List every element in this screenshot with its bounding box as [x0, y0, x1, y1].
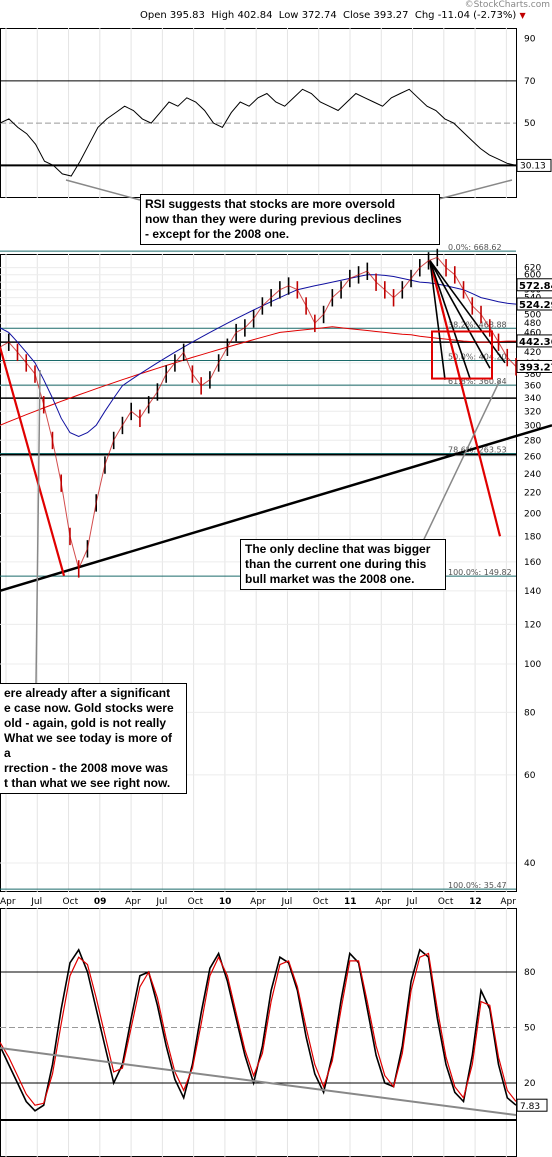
- ma-red-line: [0, 326, 516, 426]
- fan-line: [429, 260, 446, 380]
- fib-level-label: 61.8%: 360.84: [448, 377, 507, 386]
- fib-level-label: 100.0%: 35.47: [448, 881, 507, 890]
- x-tick-label: Apr: [0, 897, 16, 907]
- x-tick-label: Apr: [250, 897, 266, 907]
- price-value-box: [516, 278, 552, 292]
- price-value-box: [516, 297, 552, 311]
- price-panel-frame: [0, 254, 517, 892]
- x-tick-label: Oct: [63, 897, 79, 907]
- stoch-last-value-box: [516, 1098, 548, 1112]
- price-y-tick: 620: [524, 264, 541, 274]
- fan-line: [429, 260, 491, 369]
- low-value: 372.74: [301, 10, 337, 21]
- price-y-tick: 420: [524, 348, 541, 358]
- price-y-tick: 220: [524, 489, 541, 499]
- close-value: 393.27: [373, 10, 409, 21]
- x-tick-label: Apr: [375, 897, 391, 907]
- price-y-tick: 500: [524, 310, 541, 320]
- price-y-tick: 100: [524, 660, 541, 670]
- gold-annotation: ere already after a significant e case n…: [0, 683, 187, 794]
- x-tick-label: 10: [219, 897, 232, 907]
- price-value-label: 572.84: [519, 281, 552, 292]
- rsi-y-tick: 50: [524, 119, 536, 129]
- price-y-tick: 200: [524, 509, 541, 519]
- price-y-tick: 120: [524, 620, 541, 630]
- gold-pointer-line: [35, 369, 41, 684]
- fib-level-label: 100.0%: 149.82: [448, 568, 512, 577]
- chg-label: Chg: [414, 10, 435, 21]
- price-value-label: 393.27: [519, 362, 552, 373]
- x-tick-label: Oct: [188, 897, 204, 907]
- ma-blue-line: [0, 274, 517, 437]
- stoch-k-line: [0, 948, 517, 1112]
- price-y-tick: 40: [524, 859, 536, 869]
- stoch-last-value-label: 7.83: [520, 1102, 540, 1112]
- price-y-tick: 140: [524, 587, 541, 597]
- low-label: Low: [278, 10, 299, 21]
- x-tick-label: 09: [94, 897, 107, 907]
- price-y-tick: 80: [524, 708, 536, 718]
- price-y-tick: 60: [524, 771, 536, 781]
- stoch-y-tick: 80: [524, 968, 536, 978]
- price-value-label: 442.36: [519, 337, 552, 348]
- fan-line: [429, 260, 471, 379]
- x-tick-label: Apr: [125, 897, 141, 907]
- price-line: [0, 256, 517, 571]
- x-tick-label: 12: [469, 897, 482, 907]
- decline-pointer-line: [414, 379, 501, 559]
- rsi-annotation: RSI suggests that stocks are more overso…: [140, 194, 440, 245]
- close-label: Close: [343, 10, 371, 21]
- fib-level-label: 50.0%: 404.20: [448, 353, 507, 362]
- stoch-trendline: [0, 1047, 517, 1116]
- price-y-tick: 300: [524, 421, 541, 431]
- x-tick-label: Jul: [406, 897, 418, 907]
- price-y-tick: 340: [524, 394, 541, 404]
- stoch-y-tick: 50: [524, 1024, 536, 1034]
- x-tick-label: 11: [344, 897, 357, 907]
- price-y-tick: 260: [524, 452, 541, 462]
- fib-level-label: 0.0%: 668.62: [448, 243, 502, 252]
- open-value: 395.83: [169, 10, 205, 21]
- chg-down-icon: ▼: [519, 11, 526, 20]
- chg-value: -11.04 (-2.73%): [437, 10, 517, 21]
- price-y-tick: 480: [524, 319, 541, 329]
- rsi-y-tick: 90: [524, 35, 536, 45]
- x-tick-label: Oct: [438, 897, 454, 907]
- high-label: High: [211, 10, 235, 21]
- price-y-tick: 380: [524, 370, 541, 380]
- rising-trendline: [0, 424, 552, 593]
- rsi-y-tick: 70: [524, 77, 536, 87]
- x-tick-label: Apr: [500, 897, 516, 907]
- price-y-tick: 180: [524, 532, 541, 542]
- x-tick-label: Jul: [30, 897, 42, 907]
- watermark: ©StockCharts.com: [464, 0, 550, 10]
- decline-annotation: The only decline that was bigger than th…: [240, 539, 446, 590]
- highlight-box: [431, 330, 493, 380]
- price-y-tick: 240: [524, 470, 541, 480]
- price-value-box: [516, 334, 552, 348]
- x-tick-label: Oct: [313, 897, 329, 907]
- rsi-last-value-box: [516, 158, 552, 172]
- decline-current-line: [428, 260, 502, 537]
- price-y-tick: 600: [524, 271, 541, 281]
- stoch-d-line: [0, 952, 517, 1106]
- price-y-tick: 320: [524, 407, 541, 417]
- price-y-tick: 280: [524, 436, 541, 446]
- price-y-tick: 460: [524, 328, 541, 338]
- rsi-pointer-line: [434, 179, 513, 201]
- rsi-series-line: [0, 88, 517, 177]
- high-value: 402.84: [237, 10, 273, 21]
- price-value-box: [516, 359, 552, 373]
- x-tick-label: Jul: [155, 897, 167, 907]
- decline-2008-line: [0, 346, 66, 577]
- rsi-last-value-label: 30.13: [520, 161, 546, 171]
- price-y-tick: 360: [524, 382, 541, 392]
- rsi-pointer-line: [65, 179, 141, 201]
- stoch-y-tick: 20: [524, 1079, 536, 1089]
- x-tick-label: Jul: [280, 897, 292, 907]
- price-y-tick: 160: [524, 558, 541, 568]
- open-label: Open: [140, 10, 167, 21]
- ohlc-header: Open 395.83 High 402.84 Low 372.74 Close…: [140, 10, 526, 21]
- price-value-label: 524.29: [519, 300, 552, 311]
